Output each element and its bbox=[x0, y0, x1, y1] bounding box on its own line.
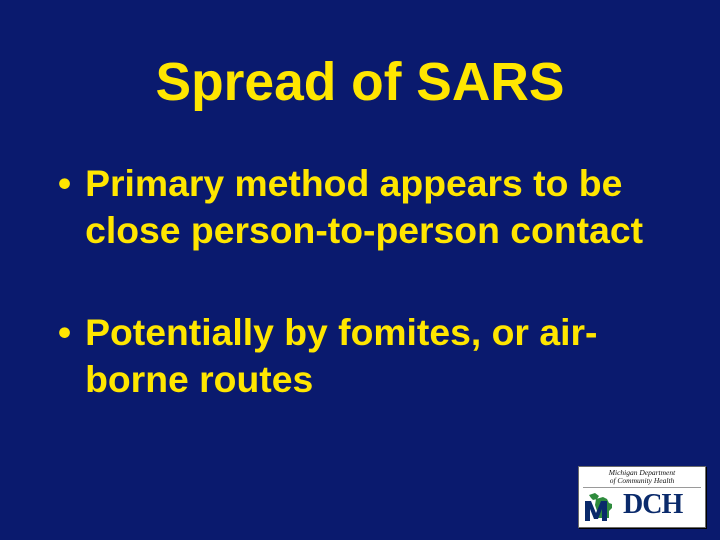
bullet-text: Primary method appears to be close perso… bbox=[85, 160, 662, 253]
bullet-dot-icon: • bbox=[58, 309, 71, 356]
mdch-logo: Michigan Department of Community Health … bbox=[578, 466, 706, 528]
slide-title: Spread of SARS bbox=[0, 52, 720, 113]
logo-caption-line2: of Community Health bbox=[610, 476, 675, 485]
bullet-item: • Potentially by fomites, or air-borne r… bbox=[58, 309, 662, 402]
bullet-dot-icon: • bbox=[58, 160, 71, 207]
logo-acronym: DCH bbox=[623, 489, 682, 521]
slide-body: • Primary method appears to be close per… bbox=[58, 160, 662, 403]
logo-caption: Michigan Department of Community Health bbox=[583, 469, 701, 488]
bullet-item: • Primary method appears to be close per… bbox=[58, 160, 662, 253]
logo-mark-icon bbox=[585, 491, 621, 521]
bullet-text: Potentially by fomites, or air-borne rou… bbox=[85, 309, 662, 402]
slide: Spread of SARS • Primary method appears … bbox=[0, 0, 720, 540]
